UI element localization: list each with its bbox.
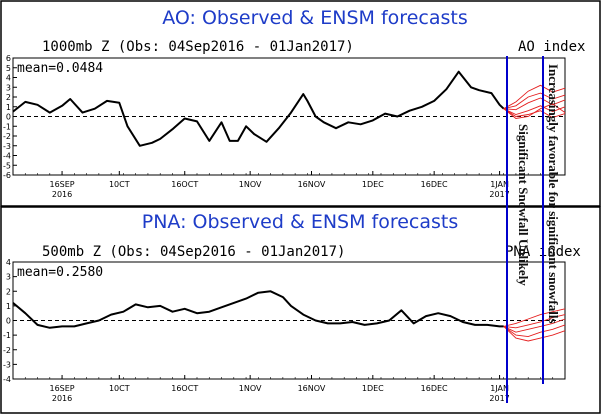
ao-x-tick-label: 1DEC: [362, 180, 384, 189]
ao-subtitle-left: 1000mb Z (Obs: 04Sep2016 - 01Jan2017): [42, 39, 354, 55]
snowfall-favorable-annotation: Increasingly favorable for significant s…: [546, 64, 561, 324]
ao-y-tick-label: 0: [6, 113, 11, 122]
pna-mean-label: mean=0.2580: [17, 265, 103, 280]
pna-y-tick-label: -2: [3, 346, 11, 355]
ao-x-tick-label: 1NOV: [239, 180, 262, 189]
ao-panel-border: [0, 0, 601, 207]
pna-y-tick-label: -1: [3, 331, 11, 340]
pna-x-tick-year: 2016: [52, 394, 72, 403]
pna-observed-line: [12, 290, 504, 329]
ao-y-tick-label: -2: [3, 132, 11, 141]
ao-y-tick-label: 6: [6, 54, 11, 63]
ao-y-tick-label: -4: [3, 152, 11, 161]
ao-y-tick-label: 1: [6, 103, 11, 112]
ao-x-tick-year: 2016: [52, 190, 72, 199]
pna-title: PNA: Observed & ENSM forecasts: [142, 211, 459, 233]
pna-x-tick-year: 2017: [489, 394, 509, 403]
ao-y-tick-label: 4: [6, 74, 11, 83]
ao-ensemble-member-line: [503, 97, 566, 111]
pna-y-tick-label: 1: [6, 302, 11, 311]
ao-ensemble-member-line: [503, 92, 566, 110]
pna-x-tick-label: 1JAN: [490, 384, 509, 393]
ao-x-tick-label: 16OCT: [171, 180, 198, 189]
ao-x-tick-label: 16DEC: [421, 180, 448, 189]
pna-ensemble-member-line: [503, 314, 566, 329]
ao-y-tick-label: 2: [6, 93, 11, 102]
ao-x-tick-label: 16SEP: [49, 180, 74, 189]
ao-title: AO: Observed & ENSM forecasts: [162, 7, 467, 29]
ao-y-tick-label: 3: [6, 83, 11, 92]
pna-panel-border: [0, 206, 601, 414]
ao-y-tick-label: -3: [3, 142, 11, 151]
pna-y-tick-label: -3: [3, 360, 11, 369]
ao-y-tick-label: -1: [3, 122, 11, 131]
ao-y-tick-label: -5: [3, 161, 11, 170]
ao-y-tick-label: 5: [6, 64, 11, 73]
pna-ensemble-member-line: [503, 326, 566, 342]
pna-subtitle-left: 500mb Z (Obs: 04Sep2016 - 01Jan2017): [42, 244, 345, 260]
pna-x-tick-label: 1NOV: [239, 384, 262, 393]
pna-x-tick-label: 10CT: [109, 384, 130, 393]
pna-y-tick-label: 0: [6, 317, 11, 326]
pna-x-tick-label: 16OCT: [171, 384, 198, 393]
pna-x-tick-label: 16DEC: [421, 384, 448, 393]
ao-mean-label: mean=0.0484: [17, 61, 103, 76]
pna-y-tick-label: 4: [6, 258, 11, 267]
pna-y-tick-label: -4: [3, 375, 11, 384]
ao-x-tick-label: 10CT: [109, 180, 130, 189]
ao-y-tick-label: -6: [3, 171, 11, 180]
pna-ensemble-member-line: [503, 308, 566, 327]
ao-ensemble-member-line: [503, 103, 566, 119]
pna-ensemble-member-line: [503, 324, 566, 338]
ao-observed-line: [12, 70, 505, 147]
ao-subtitle-right: AO index: [518, 39, 585, 55]
pna-x-tick-label: 16SEP: [49, 384, 74, 393]
pna-y-tick-label: 3: [6, 273, 11, 282]
pna-y-tick-label: 2: [6, 287, 11, 296]
ao-x-tick-year: 2017: [489, 190, 509, 199]
pna-ensemble-member-line: [503, 318, 566, 333]
snowfall-unlikely-annotation: Significant Snowfall Unlikely: [516, 124, 531, 286]
ao-ensemble-member-line: [503, 84, 566, 110]
pna-x-tick-label: 1DEC: [362, 384, 384, 393]
pna-x-tick-label: 16NOV: [298, 384, 326, 393]
ao-ensemble-member-line: [503, 105, 566, 115]
ao-x-tick-label: 16NOV: [298, 180, 326, 189]
ao-x-tick-label: 1JAN: [490, 180, 509, 189]
